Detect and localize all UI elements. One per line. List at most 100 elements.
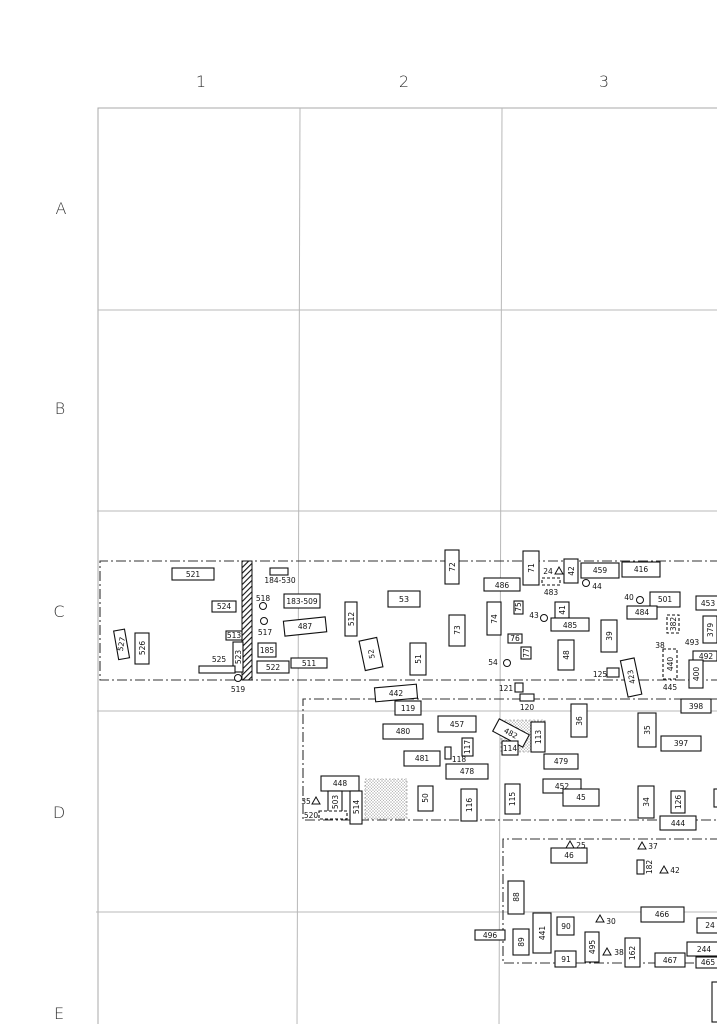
feature-box <box>520 646 532 660</box>
feature-box <box>460 788 478 822</box>
feature-label: 52 <box>366 648 377 659</box>
feature-label: 525 <box>212 655 227 664</box>
trench-boundary-middle <box>302 698 717 821</box>
feature-box <box>621 561 661 578</box>
feature-label: 71 <box>527 563 536 573</box>
feature-box <box>257 642 277 658</box>
feature-label: 467 <box>663 956 678 965</box>
features: 521 524 184-530 518 183-509 517 513 487 … <box>113 549 717 969</box>
feature-box <box>636 859 645 875</box>
feature-box <box>358 636 384 672</box>
feature-box <box>550 617 590 632</box>
feature-box <box>290 657 328 669</box>
feature-box <box>624 937 641 968</box>
row-header-c: C <box>53 602 64 621</box>
row-header-d: D <box>53 803 65 822</box>
feature-label: 53 <box>399 595 409 604</box>
posthole-symbol <box>259 602 267 610</box>
feature-label: 36 <box>575 716 584 726</box>
feature-label: 121 <box>499 684 514 693</box>
feature-box <box>491 718 531 748</box>
grid-line-v <box>498 107 503 1024</box>
feature-box <box>557 639 575 671</box>
feature-box <box>670 790 686 814</box>
feature-box <box>344 601 358 637</box>
column-header-2: 2 <box>399 72 409 91</box>
feature-box <box>688 659 704 689</box>
feature-box <box>198 665 236 674</box>
feature-box <box>570 703 588 738</box>
feature-label: 34 <box>642 797 651 807</box>
feature-box <box>584 931 600 963</box>
feature-box <box>637 712 657 748</box>
feature-box <box>269 567 289 576</box>
feature-box <box>580 562 620 579</box>
triangle-marker <box>554 565 564 575</box>
feature-box <box>640 906 685 923</box>
feature-label: 162 <box>628 946 637 961</box>
feature-label: 118 <box>452 755 467 764</box>
feature-label: 400 <box>692 667 701 682</box>
feature-label: 398 <box>689 702 704 711</box>
feature-box <box>382 723 424 740</box>
feature-label: 492 <box>699 652 714 661</box>
feature-box <box>283 593 321 609</box>
feature-label: 457 <box>450 720 465 729</box>
feature-box <box>445 763 489 780</box>
feature-box <box>619 657 643 698</box>
feature-label: 125 <box>593 670 608 679</box>
feature-label: 39 <box>605 631 614 641</box>
row-header-b: B <box>55 399 65 418</box>
feature-label: 397 <box>674 739 689 748</box>
feature-box <box>507 633 523 644</box>
feature-box <box>692 650 717 662</box>
feature-box <box>373 683 419 703</box>
feature-label: 126 <box>674 795 683 810</box>
feature-box <box>232 641 244 673</box>
feature-box <box>696 917 717 934</box>
marker-block <box>711 981 717 1023</box>
feature-label: 522 <box>266 663 281 672</box>
feature-label: 496 <box>483 931 498 940</box>
feature-box <box>211 600 237 613</box>
feature-label: 76 <box>510 634 520 643</box>
feature-label: 54 <box>488 658 498 667</box>
feature-box <box>626 605 658 620</box>
feature-label: 523 <box>234 650 243 665</box>
feature-label: 514 <box>352 800 361 815</box>
feature-label: 517 <box>258 628 273 637</box>
feature-label: 519 <box>231 685 246 694</box>
feature-label: 382 <box>669 617 678 632</box>
feature-label: 50 <box>421 793 430 803</box>
feature-box <box>659 815 697 831</box>
feature-box <box>702 615 717 644</box>
feature-label: 495 <box>588 940 597 955</box>
feature-label: 466 <box>655 910 670 919</box>
feature-label: 512 <box>347 612 356 627</box>
feature-box <box>113 628 131 661</box>
feature-label: 35 <box>643 725 652 735</box>
trench-boundary-upper <box>99 560 717 681</box>
triangle-marker <box>602 946 612 956</box>
feature-box <box>686 941 717 957</box>
feature-label: 75 <box>514 602 523 612</box>
feature-box <box>387 590 421 608</box>
feature-box <box>654 952 686 968</box>
feature-label: 113 <box>534 730 543 745</box>
feature-label: 42 <box>670 866 680 875</box>
feature-label: 441 <box>538 926 547 941</box>
trench-boundaries <box>99 560 717 964</box>
feature-label: 116 <box>465 798 474 813</box>
feature-label: 524 <box>217 602 232 611</box>
feature-label: 91 <box>561 955 571 964</box>
feature-label: 452 <box>555 782 570 791</box>
triangle-marker <box>637 840 647 850</box>
feature-label: 48 <box>562 650 571 660</box>
feature-box <box>282 616 328 637</box>
feature-label: 77 <box>522 648 531 658</box>
feature-box <box>530 721 546 753</box>
posthole-symbol <box>503 659 511 667</box>
feature-box <box>666 614 680 634</box>
feature-label: 72 <box>448 562 457 572</box>
feature-label: 114 <box>503 744 518 753</box>
